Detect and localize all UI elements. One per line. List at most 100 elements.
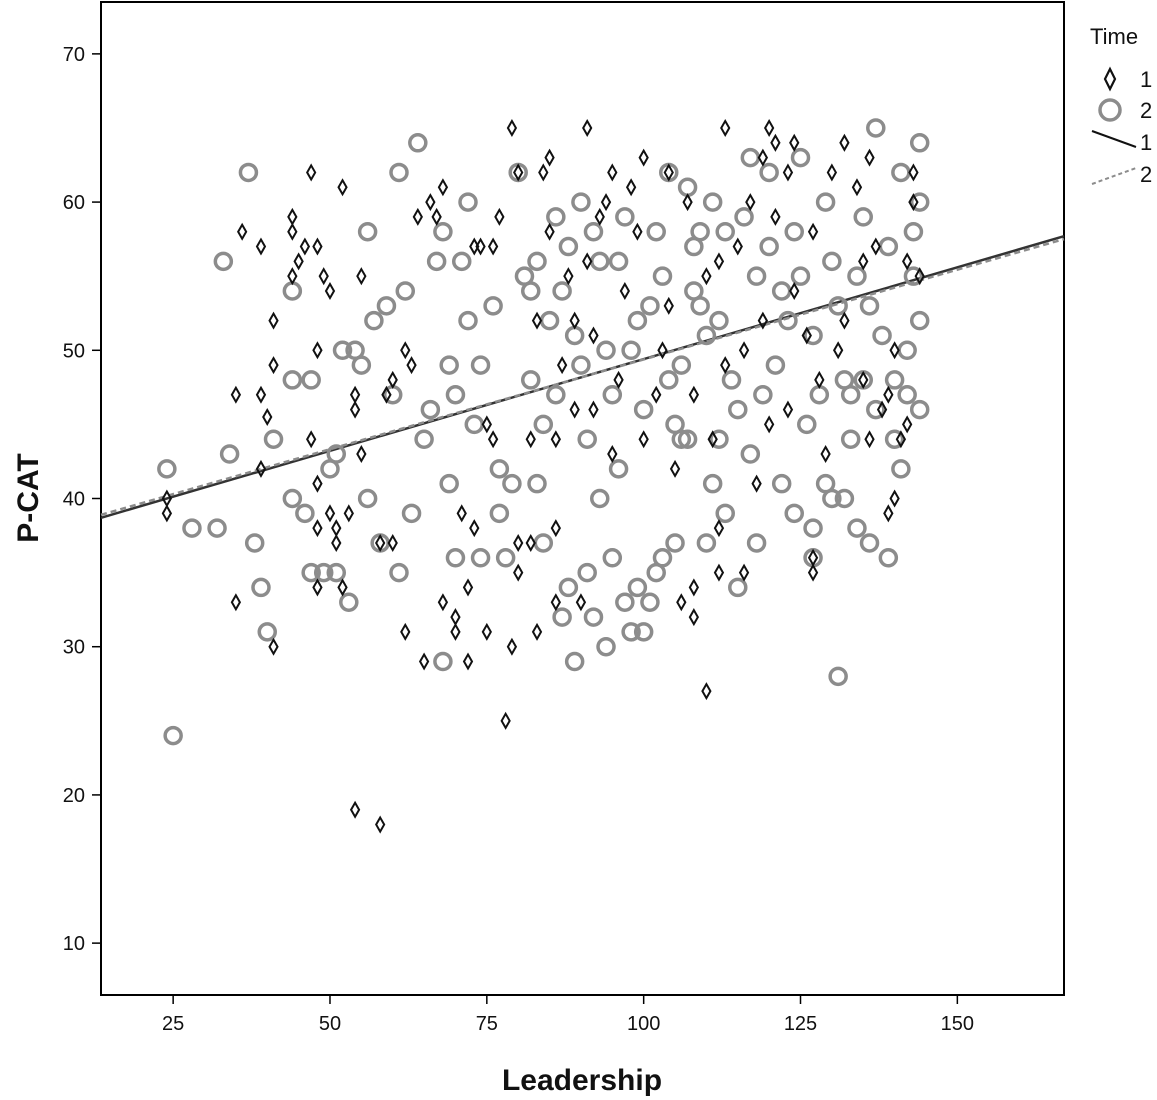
time1-point	[864, 148, 875, 167]
time2-point	[715, 221, 735, 242]
time1-point	[375, 815, 386, 834]
legend-label-time2-fit: 2	[1140, 162, 1152, 187]
time1-point	[255, 459, 267, 478]
time2-point	[671, 355, 692, 375]
time2-point	[389, 562, 409, 583]
time1-point	[230, 593, 242, 612]
legend-dashed-line-icon	[1091, 167, 1137, 185]
time1-point	[513, 163, 524, 182]
time1-point	[237, 222, 248, 241]
time2-point	[502, 473, 522, 494]
time2-point	[577, 562, 597, 583]
time1-point	[506, 118, 518, 137]
time2-point	[828, 296, 848, 316]
time1-point	[525, 533, 536, 552]
time2-point	[652, 548, 673, 568]
time1-point	[500, 711, 511, 730]
time2-point	[853, 207, 873, 227]
time1-point	[550, 593, 561, 612]
time1-point	[513, 533, 524, 552]
time2-point	[721, 370, 742, 390]
time2-point	[326, 562, 347, 583]
time1-point	[381, 385, 392, 404]
time2-point	[577, 429, 597, 449]
legend-solid-line-icon	[1091, 130, 1137, 148]
time1-point	[513, 563, 524, 582]
time2-point	[445, 385, 466, 405]
time2-point	[728, 577, 748, 598]
time1-point	[839, 311, 850, 330]
time2-point	[533, 414, 554, 435]
time2-point	[470, 548, 491, 568]
time1-point	[757, 311, 769, 330]
time2-point	[282, 488, 303, 509]
time1-point	[293, 252, 304, 271]
time2-point	[759, 236, 779, 257]
y-tick-label: 30	[63, 637, 85, 659]
time1-point	[582, 252, 593, 271]
time2-point	[847, 518, 867, 538]
y-axis-title: P-CAT	[12, 453, 45, 542]
time1-point	[663, 163, 674, 182]
time1-point	[713, 252, 725, 271]
time1-point	[682, 193, 693, 212]
time1-point	[889, 489, 900, 508]
time1-point	[450, 622, 461, 641]
y-tick-label: 10	[63, 933, 85, 955]
time2-point	[564, 651, 585, 672]
time2-point	[903, 221, 924, 242]
time1-point	[613, 370, 624, 389]
time1-point	[832, 341, 844, 360]
time1-point	[732, 237, 743, 256]
time1-point	[312, 237, 323, 256]
time1-point	[356, 445, 367, 464]
time2-point	[790, 147, 811, 168]
time2-point	[357, 488, 378, 509]
time1-point	[406, 356, 417, 375]
time1-point	[789, 133, 800, 152]
time2-point	[439, 473, 459, 494]
time2-point	[213, 251, 234, 272]
time2-point	[734, 207, 754, 227]
time1-point	[713, 519, 725, 538]
time1-point	[713, 563, 725, 582]
time1-point	[663, 296, 674, 315]
time2-point	[439, 355, 459, 375]
time1-point	[337, 178, 348, 197]
y-tick-label: 20	[63, 785, 85, 807]
time1-point	[594, 207, 605, 226]
time2-point	[339, 592, 359, 612]
time2-point	[709, 310, 729, 331]
time2-point	[458, 310, 478, 331]
time1-point	[481, 622, 492, 641]
time1-point	[331, 533, 342, 552]
time1-point	[318, 267, 329, 286]
time1-point	[801, 326, 812, 345]
legend-label-time1-points: 1	[1140, 67, 1152, 92]
y-tick-label: 60	[63, 192, 85, 214]
time1-point	[632, 222, 643, 241]
time1-point	[902, 415, 913, 434]
legend-diamond-icon	[1103, 66, 1117, 92]
x-axis-title: Leadership	[502, 1064, 662, 1097]
time2-point	[489, 503, 510, 524]
time1-point	[588, 400, 599, 419]
time2-point	[715, 503, 735, 524]
x-tick-label: 25	[162, 1013, 184, 1035]
time1-point	[312, 578, 323, 597]
time2-point	[903, 266, 924, 286]
time1-point	[770, 207, 781, 226]
time2-point	[313, 562, 334, 583]
y-tick-label: 70	[63, 44, 85, 66]
time1-point	[807, 563, 819, 582]
time2-point	[847, 266, 867, 286]
time2-point	[891, 459, 911, 479]
time2-point	[583, 221, 604, 242]
time2-point	[771, 473, 792, 494]
time1-point	[569, 400, 580, 419]
time1-point	[268, 311, 279, 330]
legend-title: Time	[1090, 24, 1138, 49]
time1-point	[550, 519, 561, 538]
time2-point	[433, 221, 453, 242]
time2-point	[219, 444, 240, 464]
